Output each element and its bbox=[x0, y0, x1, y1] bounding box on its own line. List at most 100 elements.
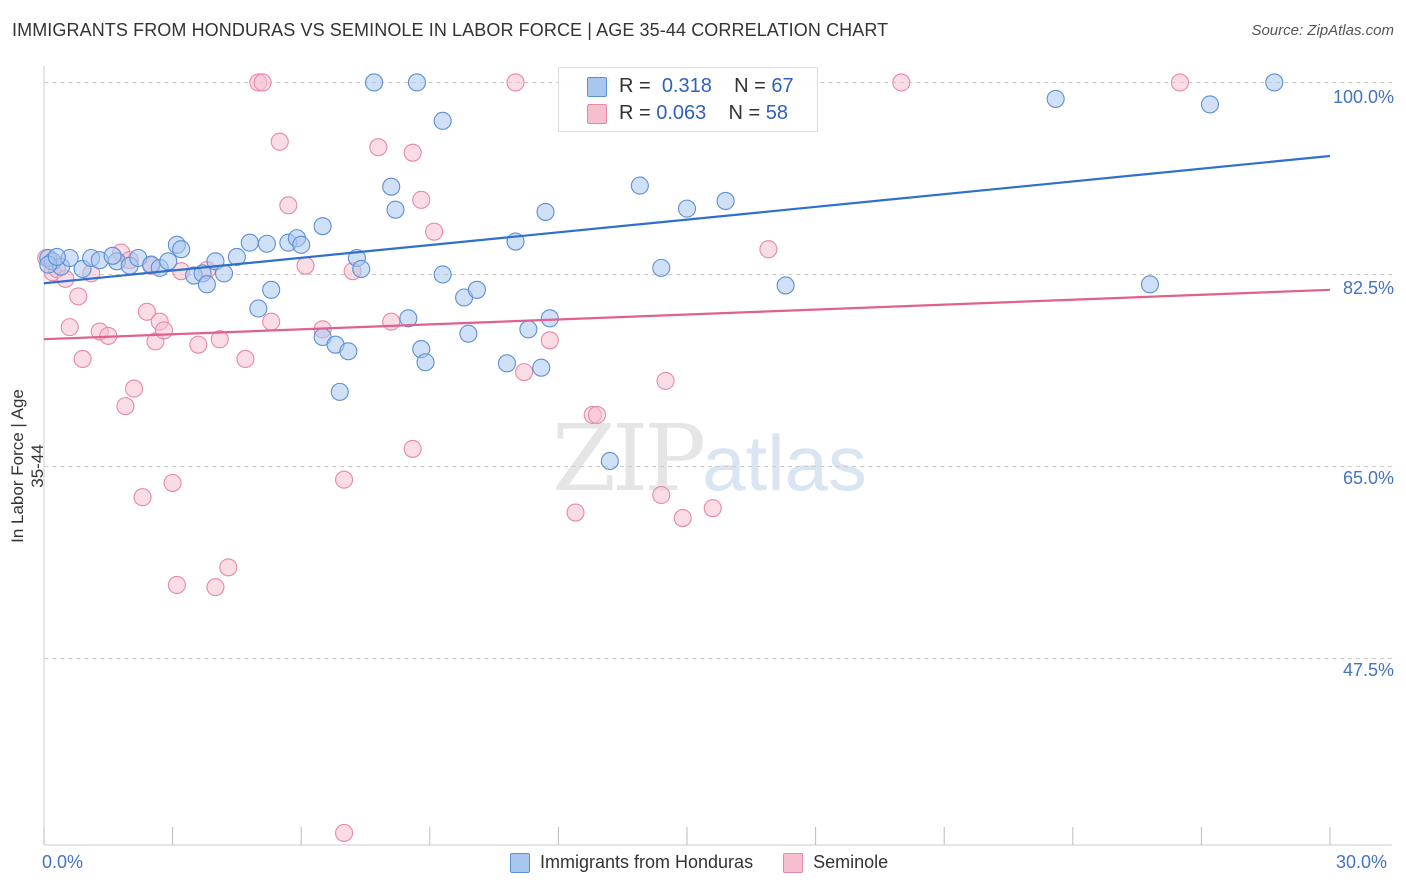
seminole-point bbox=[566, 503, 585, 522]
honduras-point bbox=[540, 309, 559, 328]
honduras-point bbox=[677, 199, 697, 218]
honduras-point bbox=[459, 324, 478, 343]
honduras-point bbox=[600, 451, 619, 471]
seminole-point bbox=[335, 823, 354, 842]
seminole-point bbox=[60, 318, 79, 337]
honduras-trend-line bbox=[43, 154, 1331, 285]
honduras-point bbox=[47, 247, 66, 266]
honduras-point bbox=[519, 320, 538, 339]
honduras-point bbox=[1265, 73, 1284, 92]
seminole-point bbox=[1170, 73, 1190, 92]
honduras-point bbox=[433, 265, 452, 284]
seminole-point bbox=[703, 499, 722, 518]
axes bbox=[43, 66, 1392, 846]
honduras-point bbox=[536, 202, 555, 221]
seminole-trend-line bbox=[43, 288, 1331, 341]
seminole-point bbox=[124, 379, 144, 398]
seminole-point bbox=[656, 371, 675, 390]
seminole-point bbox=[403, 143, 422, 162]
watermark-atlas: atlas bbox=[702, 419, 867, 507]
seminole-point bbox=[73, 349, 92, 368]
honduras-point bbox=[262, 280, 281, 299]
seminole-point bbox=[262, 312, 281, 331]
honduras-point bbox=[1200, 95, 1220, 114]
seminole-point bbox=[515, 363, 534, 382]
legend-swatch-honduras bbox=[510, 852, 530, 873]
y-tick-100: 100.0% bbox=[1332, 87, 1394, 107]
seminole-point bbox=[219, 558, 238, 577]
seminole-point bbox=[210, 330, 229, 349]
seminole-point bbox=[163, 473, 182, 492]
seminole-point bbox=[236, 349, 255, 368]
honduras-point bbox=[257, 234, 276, 253]
honduras-point bbox=[532, 358, 551, 377]
honduras-point bbox=[652, 258, 671, 277]
seminole-point bbox=[652, 485, 671, 505]
seminole-point bbox=[425, 222, 444, 241]
seminole-point bbox=[412, 190, 431, 209]
seminole-point bbox=[116, 397, 135, 416]
honduras-point bbox=[365, 73, 384, 92]
legend-r-label: R = bbox=[619, 101, 651, 124]
seminole-point bbox=[279, 196, 298, 215]
y-tick-47-5: 47.5% bbox=[1342, 660, 1394, 680]
x-tick-min: 0.0% bbox=[42, 852, 84, 872]
legend-r-label: R = bbox=[619, 74, 651, 97]
seminole-point bbox=[506, 73, 525, 92]
honduras-point bbox=[407, 73, 426, 92]
honduras-point bbox=[416, 353, 435, 372]
legend-swatch-honduras bbox=[587, 77, 607, 97]
honduras-point bbox=[197, 275, 216, 294]
honduras-point bbox=[386, 200, 405, 219]
legend-n-value: 67 bbox=[771, 74, 794, 97]
stats-legend: R = 0.318 N = 67 R = 0.063 N = 58 bbox=[558, 67, 818, 132]
honduras-point bbox=[159, 252, 178, 271]
honduras-point bbox=[776, 276, 795, 295]
honduras-point bbox=[716, 191, 735, 211]
honduras-point bbox=[227, 247, 246, 266]
seminole-point bbox=[137, 302, 156, 321]
honduras-point bbox=[249, 299, 268, 318]
legend-swatch-seminole bbox=[783, 852, 804, 873]
legend-row-seminole: R = 0.063 N = 58 bbox=[619, 100, 788, 126]
honduras-point bbox=[172, 240, 191, 259]
honduras-point bbox=[103, 246, 122, 265]
legend-n-label: N = bbox=[734, 74, 766, 97]
seminole-point bbox=[270, 132, 289, 151]
seminole-point bbox=[587, 405, 607, 424]
legend-n-label: N = bbox=[728, 101, 761, 124]
seminole-point bbox=[369, 138, 388, 157]
chart-title: IMMIGRANTS FROM HONDURAS VS SEMINOLE IN … bbox=[12, 20, 889, 40]
honduras-point bbox=[330, 382, 349, 401]
seminole-point bbox=[167, 575, 186, 595]
seminole-point bbox=[296, 256, 315, 275]
seminole-point bbox=[189, 335, 208, 354]
honduras-point bbox=[313, 217, 332, 236]
seminole-point bbox=[759, 240, 778, 259]
watermark-zip: ZIP bbox=[552, 405, 706, 512]
legend-label-seminole: Seminole bbox=[813, 852, 889, 872]
legend-r-value: 0.318 bbox=[661, 74, 712, 97]
seminole-point bbox=[133, 488, 152, 507]
honduras-point bbox=[630, 176, 649, 195]
seminole-point bbox=[540, 331, 559, 350]
seminole-point bbox=[403, 439, 422, 458]
honduras-point bbox=[214, 264, 234, 283]
seminole-point bbox=[206, 578, 225, 597]
seminole-point bbox=[69, 287, 88, 306]
seminole-point bbox=[382, 312, 401, 331]
honduras-point bbox=[497, 354, 517, 373]
honduras-points bbox=[39, 73, 1284, 471]
legend-n-value: 58 bbox=[765, 101, 789, 124]
seminole-point bbox=[892, 73, 911, 92]
legend-swatch-seminole bbox=[587, 104, 607, 124]
y-axis-title: In Labor Force | Age 35-44 bbox=[8, 389, 47, 543]
trend-lines bbox=[43, 154, 1331, 341]
watermark: ZIPatlas bbox=[552, 405, 867, 512]
series-legend: Immigrants from Honduras Seminole bbox=[510, 852, 888, 873]
honduras-point bbox=[352, 259, 371, 279]
legend-r-value: 0.063 bbox=[656, 101, 707, 124]
honduras-point bbox=[1140, 275, 1160, 294]
honduras-point bbox=[292, 235, 311, 254]
